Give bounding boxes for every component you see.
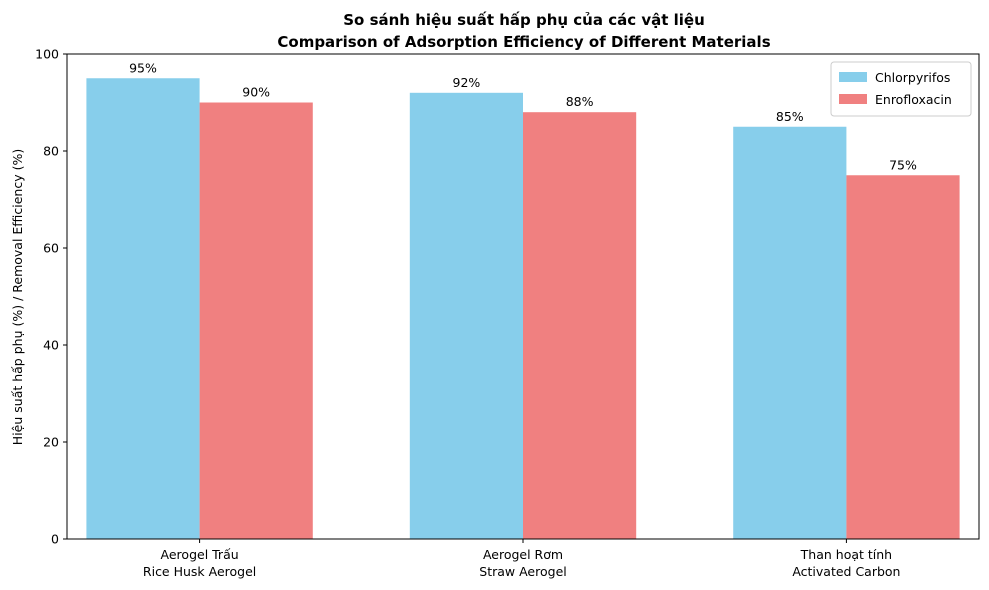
plot-area: 95% 92% 85% 90% 88% 75% — [66, 53, 980, 540]
legend-swatch-chlorpyrifos — [839, 72, 867, 82]
x-axis: Aerogel Trấu Rice Husk Aerogel Aerogel Rơm… — [143, 539, 900, 579]
chart-title: So sánh hiệu suất hấp phụ của các vật li… — [343, 11, 705, 29]
y-tick-label: 0 — [51, 532, 59, 547]
y-tick-label: 60 — [43, 241, 59, 256]
y-axis-label: Hiệu suất hấp phụ (%) / Removal Efficien… — [10, 149, 25, 445]
data-label-enrofloxacin-2: 75% — [889, 157, 917, 172]
x-tick-label: Aerogel Rơm — [483, 547, 563, 562]
chart-subtitle: Comparison of Adsorption Efficiency of D… — [277, 33, 770, 51]
y-tick-label: 20 — [43, 435, 59, 450]
bar-enrofloxacin-0 — [199, 102, 313, 539]
data-label-enrofloxacin-0: 90% — [242, 85, 270, 100]
legend: Chlorpyrifos Enrofloxacin — [830, 61, 972, 117]
bar-chlorpyrifos-1 — [409, 92, 523, 540]
x-tick-label: Rice Husk Aerogel — [143, 564, 256, 579]
data-label-chlorpyrifos-1: 92% — [453, 75, 481, 90]
bar-enrofloxacin-1 — [523, 112, 637, 539]
bar-chlorpyrifos-2 — [733, 126, 847, 539]
legend-label-enrofloxacin: Enrofloxacin — [875, 92, 952, 107]
y-tick-label: 40 — [43, 338, 59, 353]
legend-label-chlorpyrifos: Chlorpyrifos — [875, 70, 950, 85]
x-tick-label: Activated Carbon — [792, 564, 900, 579]
y-tick-label: 100 — [35, 47, 59, 62]
data-label-enrofloxacin-1: 88% — [566, 94, 594, 109]
bar-chlorpyrifos-0 — [86, 78, 200, 539]
y-axis: 0 20 40 60 80 100 — [35, 47, 67, 547]
x-tick-label: Aerogel Trấu — [161, 547, 239, 562]
bar-enrofloxacin-2 — [846, 175, 960, 539]
legend-swatch-enrofloxacin — [839, 94, 867, 104]
y-tick-label: 80 — [43, 144, 59, 159]
data-label-chlorpyrifos-2: 85% — [776, 109, 804, 124]
x-tick-label: Straw Aerogel — [479, 564, 566, 579]
x-tick-label: Than hoạt tính — [800, 547, 892, 562]
data-label-chlorpyrifos-0: 95% — [129, 60, 157, 75]
